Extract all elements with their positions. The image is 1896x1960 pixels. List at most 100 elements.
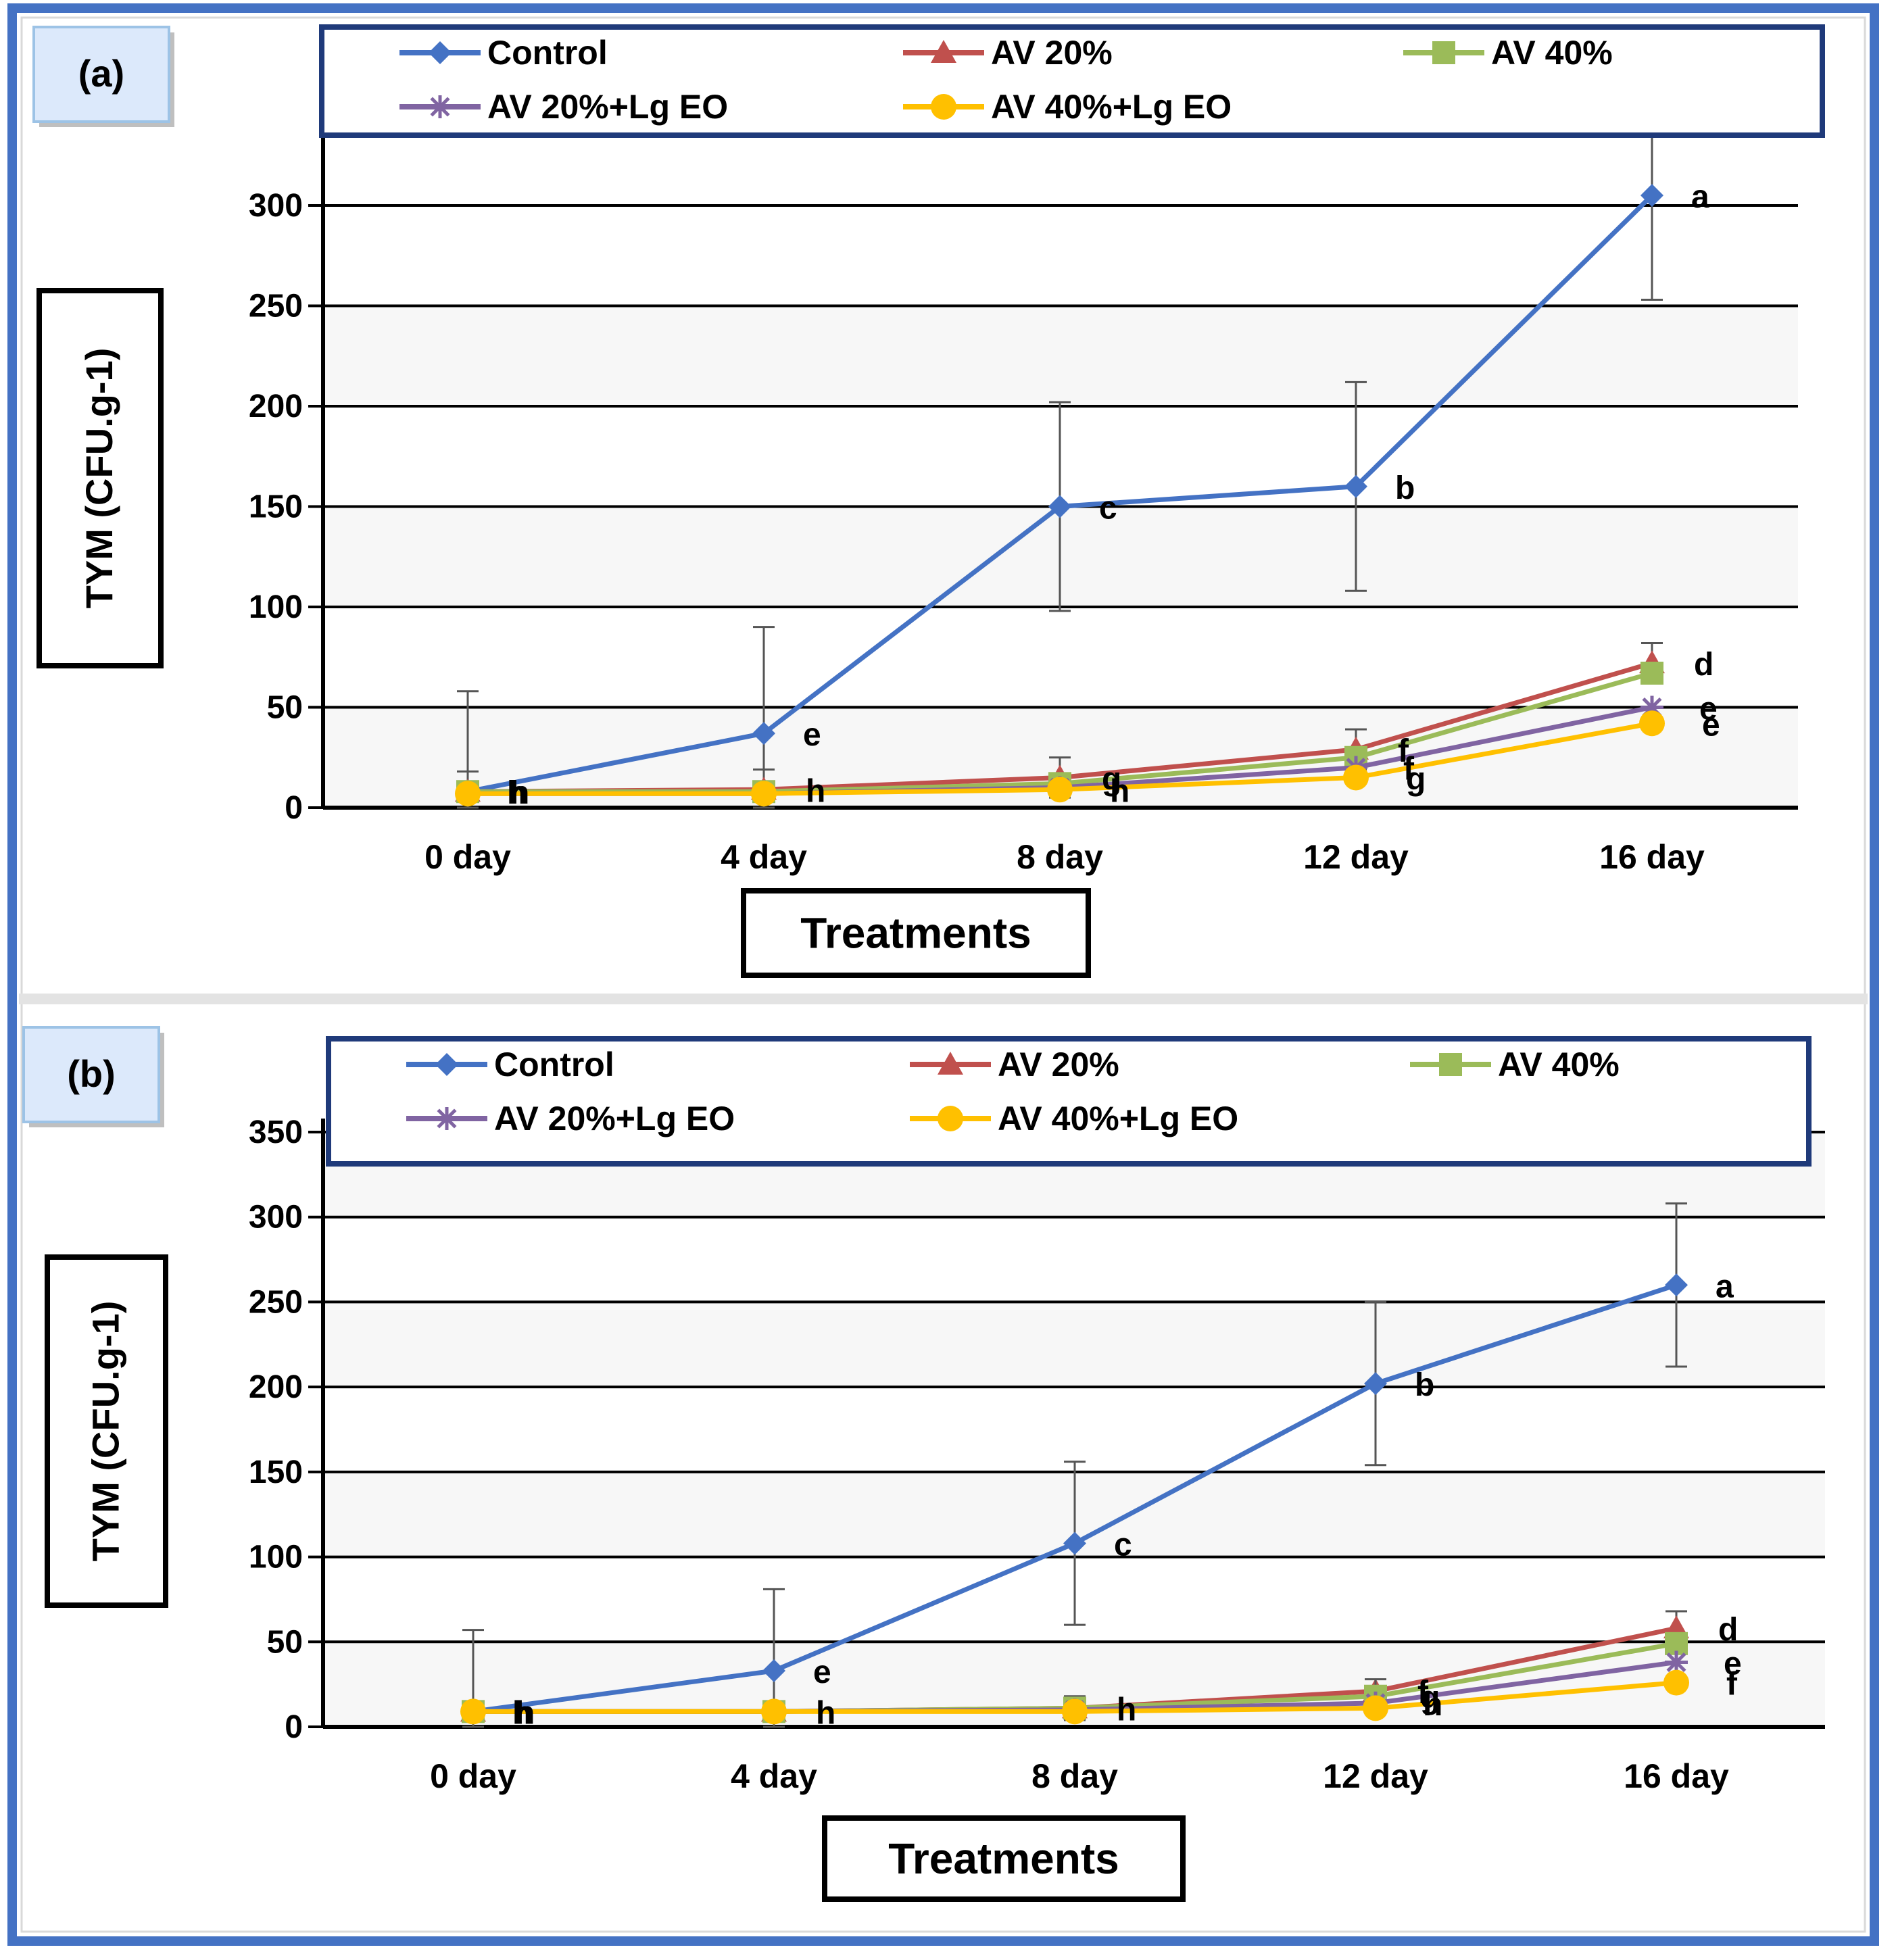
x-tick-label: 0 day: [424, 838, 511, 876]
legend-item: Control: [406, 1046, 614, 1083]
y-axis-title-text: TYM (CFU.g-1): [84, 1301, 127, 1562]
significance-letter: d: [1718, 1612, 1738, 1648]
significance-letter: h: [510, 775, 529, 811]
legend-label: AV 20%: [991, 34, 1113, 72]
significance-letter: h: [1423, 1687, 1442, 1723]
significance-letter: f: [1726, 1667, 1738, 1702]
plot-area: [323, 1132, 1825, 1727]
legend-item: AV 20%+Lg EO: [406, 1100, 735, 1137]
y-tick-label: 0: [285, 790, 303, 826]
series-av-40-lg-eo: [460, 1669, 1689, 1725]
significance-letter: h: [512, 1695, 532, 1731]
significance-letter: f: [1417, 1675, 1429, 1711]
significance-letter: g: [1102, 761, 1121, 797]
data-point: [1062, 1698, 1088, 1725]
legend-swatch-marker: [429, 95, 452, 118]
legend-box: [319, 24, 1825, 138]
legend-item: AV 40%+Lg EO: [910, 1100, 1238, 1137]
significance-letter: e: [803, 717, 821, 753]
legend-swatch-marker: [429, 41, 452, 64]
data-point: [1665, 1273, 1688, 1297]
y-tick-label: 0: [285, 1709, 303, 1745]
significance-letter: c: [1114, 1527, 1132, 1563]
data-point: [761, 1698, 787, 1725]
significance-letter: b: [1415, 1367, 1434, 1403]
data-point: [1663, 1669, 1689, 1696]
legend-label: AV 40%: [1498, 1046, 1620, 1083]
legend-label: AV 20%: [998, 1046, 1119, 1083]
significance-letter: e: [1702, 707, 1720, 743]
x-tick-label: 12 day: [1323, 1757, 1428, 1795]
significance-letter: c: [1099, 490, 1117, 526]
panel-separator: [19, 994, 1868, 1004]
panel-label-text: (b): [67, 1052, 116, 1095]
x-tick-label: 12 day: [1303, 838, 1409, 876]
data-point: [1063, 1532, 1086, 1555]
data-point: [1640, 662, 1663, 685]
panel-b: 0 50 100 150 200 250 300 350 0 day 4 day 8 day 12 d…: [22, 1026, 1825, 1902]
data-point-stroke: [1666, 1652, 1686, 1672]
x-axis-title: Treatments: [822, 1815, 1186, 1902]
legend-swatch-marker: [1439, 1053, 1462, 1076]
data-point: [460, 1698, 486, 1725]
plot-band: [323, 1302, 1825, 1388]
y-tick-label: 300: [249, 1200, 303, 1235]
legend: Control AV 20% AV 40% AV 20%+Lg EO AV 40%+Lg…: [319, 24, 1825, 138]
panel-label: (a): [32, 26, 174, 127]
legend-swatch-marker: [435, 1053, 458, 1076]
legend-item: AV 40%: [1410, 1046, 1620, 1083]
y-tick-label: 200: [249, 1369, 303, 1405]
legend-swatch-marker: [938, 1106, 963, 1131]
legend-swatch-marker: [1432, 41, 1455, 64]
panel-label-text: (a): [78, 52, 124, 95]
plot-band: [323, 305, 1798, 406]
x-axis-title-box: [822, 1815, 1186, 1902]
x-tick-label: 4 day: [721, 838, 807, 876]
panel-a: 0 50 100 150 200 250 300 0 day 4 day 8 day 12 day 1…: [32, 24, 1825, 978]
y-tick-label: 150: [249, 1454, 303, 1490]
significance-letter: g: [1406, 761, 1426, 797]
panel-label-box: [22, 1026, 160, 1123]
x-tick-label: 8 day: [1031, 1757, 1118, 1795]
figure-border: [7, 3, 1879, 1946]
significance-letter: h: [1110, 773, 1129, 809]
legend-item: AV 20%: [903, 34, 1113, 72]
data-point: [1343, 764, 1369, 791]
legend-swatch-marker-stroke: [437, 1108, 457, 1129]
data-point: [1047, 777, 1073, 803]
x-axis-title-text: Treatments: [888, 1834, 1119, 1883]
y-axis-title-box: [45, 1254, 168, 1608]
y-tick-label: 300: [249, 188, 303, 224]
legend-label: AV 40%+Lg EO: [991, 88, 1232, 126]
significance-letter: h: [515, 1695, 535, 1731]
y-tick-label: 150: [249, 489, 303, 524]
legend-label: Control: [487, 34, 608, 72]
x-tick-label: 8 day: [1017, 838, 1103, 876]
data-point: [752, 722, 775, 745]
y-axis-title-text: TYM (CFU.g-1): [78, 348, 120, 609]
legend-swatch-marker-stroke: [430, 97, 450, 117]
y-tick-label: 250: [249, 288, 303, 324]
legend-swatch-marker: [938, 1052, 963, 1075]
data-point: [751, 781, 777, 807]
data-point: [762, 1659, 785, 1683]
legend-label: AV 20%+Lg EO: [494, 1100, 735, 1137]
significance-letter: h: [806, 773, 825, 809]
data-point: [1048, 495, 1071, 518]
significance-letter: f: [1403, 752, 1415, 787]
y-tick-label: 100: [249, 589, 303, 625]
data-point: [1363, 1695, 1388, 1721]
significance-letter: h: [816, 1695, 835, 1731]
panel-label-box: [32, 26, 170, 123]
legend-swatch-marker: [931, 94, 956, 120]
y-tick-label: 250: [249, 1284, 303, 1320]
x-axis-title-text: Treatments: [800, 909, 1031, 958]
panel-label: (b): [22, 1026, 164, 1127]
legend-label: Control: [494, 1046, 614, 1083]
legend-label: AV 20%+Lg EO: [487, 88, 728, 126]
significance-letter: a: [1691, 179, 1709, 215]
data-point: [455, 781, 481, 807]
legend-item: Control: [399, 34, 608, 72]
data-point: [1640, 184, 1663, 207]
